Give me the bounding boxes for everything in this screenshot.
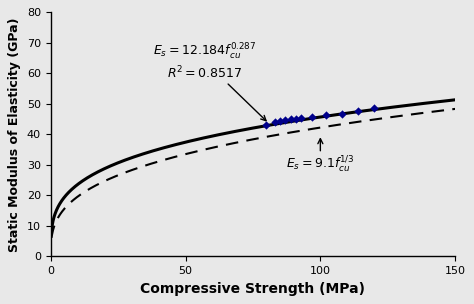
Text: $E_s = 9.1f_{cu}^{1/3}$: $E_s = 9.1f_{cu}^{1/3}$ — [286, 139, 355, 175]
Point — [282, 118, 289, 123]
Point — [338, 112, 346, 116]
Point — [263, 122, 270, 127]
Point — [292, 116, 300, 121]
Point — [287, 117, 294, 122]
Point — [276, 119, 284, 124]
Text: $E_s = 12.184f_{cu}^{0.287}$
$R^2 = 0.8517$: $E_s = 12.184f_{cu}^{0.287}$ $R^2 = 0.85… — [153, 41, 266, 121]
Point — [371, 105, 378, 110]
Y-axis label: Static Modulus of Elasticity (GPa): Static Modulus of Elasticity (GPa) — [9, 17, 21, 252]
Point — [354, 108, 362, 113]
Point — [298, 116, 305, 120]
Point — [309, 114, 316, 119]
X-axis label: Compressive Strength (MPa): Compressive Strength (MPa) — [140, 282, 365, 296]
Point — [322, 113, 329, 118]
Point — [271, 119, 278, 124]
